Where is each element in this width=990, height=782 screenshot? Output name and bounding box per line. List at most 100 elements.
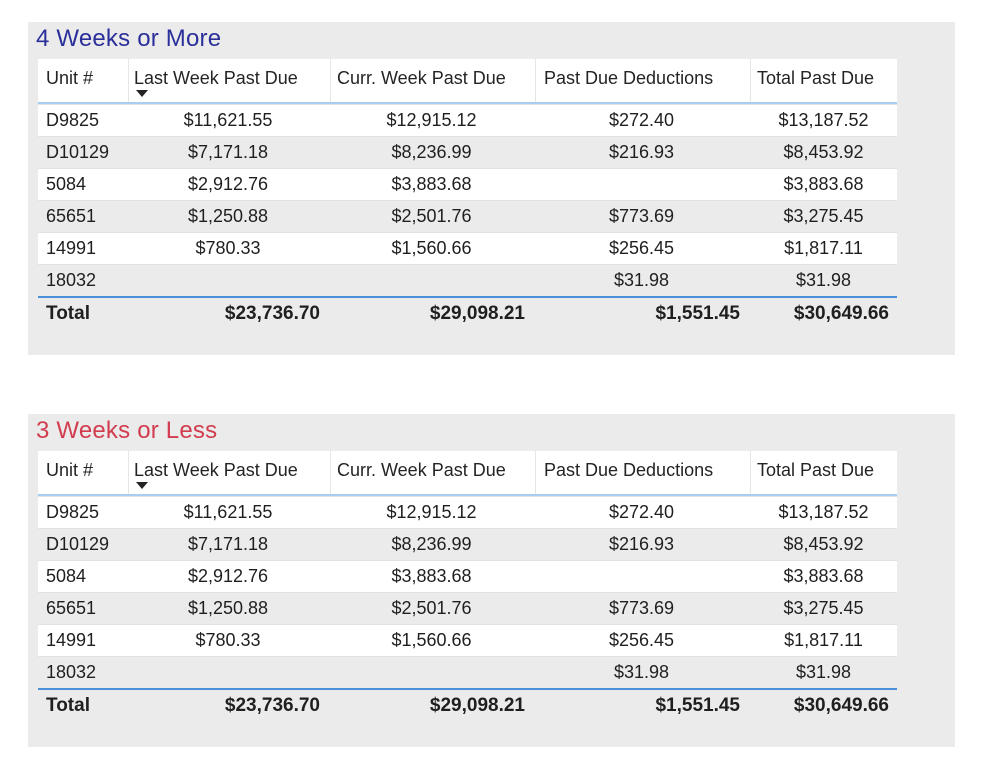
total-label: Total: [46, 302, 90, 324]
total-row: Total $23,736.70 $29,098.21 $1,551.45 $3…: [38, 688, 897, 721]
cell-curr-week-past-due: $1,560.66: [391, 630, 472, 650]
cell-past-due-deductions: $256.45: [608, 238, 675, 258]
cell-unit: 65651: [46, 206, 97, 226]
total-last-week-past-due: $23,736.70: [224, 694, 320, 716]
total-past-due-deductions: $1,551.45: [655, 694, 740, 716]
column-header-past-due-deductions[interactable]: Past Due Deductions: [544, 67, 714, 88]
cell-last-week-past-due: [128, 265, 328, 296]
cell-last-week-past-due: $11,621.55: [183, 110, 273, 130]
cell-total-past-due: $8,453.92: [783, 142, 864, 162]
cell-past-due-deductions: $256.45: [608, 630, 675, 650]
cell-last-week-past-due: $2,912.76: [187, 174, 269, 194]
cell-past-due-deductions: $773.69: [608, 598, 675, 618]
table-row[interactable]: 18032 $31.98 $31.98: [38, 656, 897, 688]
column-header-last-week-past-due[interactable]: Last Week Past Due: [134, 459, 298, 480]
total-label: Total: [46, 694, 90, 716]
cell-past-due-deductions: $272.40: [608, 110, 675, 130]
cell-unit: 5084: [46, 566, 87, 586]
cell-total-past-due: $1,817.11: [784, 238, 863, 258]
cell-unit: D10129: [46, 534, 110, 554]
table-row[interactable]: D10129 $7,171.18 $8,236.99 $216.93 $8,45…: [38, 528, 897, 560]
table-visual-4-weeks-or-more[interactable]: 4 Weeks or More Unit # Last Week Past Du…: [28, 22, 955, 355]
cell-unit: 65651: [46, 598, 97, 618]
cell-last-week-past-due: $7,171.18: [187, 142, 269, 162]
cell-last-week-past-due: $2,912.76: [187, 566, 269, 586]
column-header-curr-week-past-due[interactable]: Curr. Week Past Due: [337, 459, 506, 480]
table-row[interactable]: D9825 $11,621.55 $12,915.12 $272.40 $13,…: [38, 496, 897, 528]
cell-total-past-due: $3,883.68: [783, 174, 864, 194]
cell-curr-week-past-due: $3,883.68: [391, 566, 472, 586]
cell-curr-week-past-due: $2,501.76: [391, 598, 472, 618]
sort-descending-icon[interactable]: [136, 482, 148, 489]
cell-unit: 14991: [46, 238, 97, 258]
cell-total-past-due: $8,453.92: [783, 534, 864, 554]
cell-total-past-due: $3,275.45: [783, 206, 864, 226]
cell-total-past-due: $13,187.52: [778, 502, 869, 522]
cell-unit: 18032: [46, 270, 97, 290]
past-due-table[interactable]: Unit # Last Week Past Due Curr. Week Pas…: [38, 59, 897, 329]
visual-title: 4 Weeks or More: [36, 25, 222, 52]
column-header-last-week-past-due[interactable]: Last Week Past Due: [134, 67, 298, 88]
cell-last-week-past-due: $780.33: [195, 238, 261, 258]
cell-unit: 14991: [46, 630, 97, 650]
cell-curr-week-past-due: $8,236.99: [391, 142, 472, 162]
cell-total-past-due: $3,883.68: [783, 566, 864, 586]
cell-unit: D10129: [46, 142, 110, 162]
cell-total-past-due: $31.98: [795, 270, 852, 290]
cell-past-due-deductions: $31.98: [613, 270, 670, 290]
cell-unit: D9825: [46, 110, 100, 130]
table-row[interactable]: 18032 $31.98 $31.98: [38, 264, 897, 296]
total-total-past-due: $30,649.66: [793, 694, 889, 716]
cell-curr-week-past-due: $12,915.12: [386, 502, 477, 522]
cell-unit: D9825: [46, 502, 100, 522]
cell-total-past-due: $1,817.11: [784, 630, 863, 650]
cell-unit: 18032: [46, 662, 97, 682]
cell-last-week-past-due: $1,250.88: [187, 598, 269, 618]
past-due-table[interactable]: Unit # Last Week Past Due Curr. Week Pas…: [38, 451, 897, 721]
cell-curr-week-past-due: [330, 265, 533, 296]
table-header: Unit # Last Week Past Due Curr. Week Pas…: [38, 59, 897, 104]
cell-last-week-past-due: $780.33: [195, 630, 261, 650]
sort-descending-icon[interactable]: [136, 90, 148, 97]
cell-total-past-due: $3,275.45: [783, 598, 864, 618]
cell-curr-week-past-due: $3,883.68: [391, 174, 472, 194]
table-row[interactable]: D10129 $7,171.18 $8,236.99 $216.93 $8,45…: [38, 136, 897, 168]
table-header: Unit # Last Week Past Due Curr. Week Pas…: [38, 451, 897, 496]
table-visual-3-weeks-or-less[interactable]: 3 Weeks or Less Unit # Last Week Past Du…: [28, 414, 955, 747]
cell-past-due-deductions: $773.69: [608, 206, 675, 226]
table-row[interactable]: 14991 $780.33 $1,560.66 $256.45 $1,817.1…: [38, 624, 897, 656]
cell-curr-week-past-due: $8,236.99: [391, 534, 472, 554]
table-row[interactable]: 5084 $2,912.76 $3,883.68 $3,883.68: [38, 560, 897, 592]
cell-curr-week-past-due: $2,501.76: [391, 206, 472, 226]
cell-last-week-past-due: $11,621.55: [183, 502, 273, 522]
column-header-total-past-due[interactable]: Total Past Due: [757, 459, 875, 480]
cell-curr-week-past-due: [330, 657, 533, 688]
table-row[interactable]: 65651 $1,250.88 $2,501.76 $773.69 $3,275…: [38, 200, 897, 232]
visual-title: 3 Weeks or Less: [36, 417, 218, 444]
column-header-curr-week-past-due[interactable]: Curr. Week Past Due: [337, 67, 506, 88]
cell-past-due-deductions: $216.93: [608, 534, 675, 554]
cell-unit: 5084: [46, 174, 87, 194]
column-header-past-due-deductions[interactable]: Past Due Deductions: [544, 459, 714, 480]
cell-total-past-due: $13,187.52: [778, 110, 869, 130]
cell-past-due-deductions: $272.40: [608, 502, 675, 522]
cell-past-due-deductions: [535, 169, 748, 200]
cell-curr-week-past-due: $1,560.66: [391, 238, 472, 258]
column-header-total-past-due[interactable]: Total Past Due: [757, 67, 875, 88]
cell-past-due-deductions: [535, 561, 748, 592]
cell-last-week-past-due: $7,171.18: [187, 534, 269, 554]
cell-past-due-deductions: $31.98: [613, 662, 670, 682]
cell-last-week-past-due: [128, 657, 328, 688]
cell-total-past-due: $31.98: [795, 662, 852, 682]
table-row[interactable]: 65651 $1,250.88 $2,501.76 $773.69 $3,275…: [38, 592, 897, 624]
column-header-unit[interactable]: Unit #: [46, 67, 94, 88]
total-total-past-due: $30,649.66: [793, 302, 889, 324]
cell-past-due-deductions: $216.93: [608, 142, 675, 162]
cell-last-week-past-due: $1,250.88: [187, 206, 269, 226]
table-row[interactable]: 5084 $2,912.76 $3,883.68 $3,883.68: [38, 168, 897, 200]
total-last-week-past-due: $23,736.70: [224, 302, 320, 324]
column-header-unit[interactable]: Unit #: [46, 459, 94, 480]
total-curr-week-past-due: $29,098.21: [429, 302, 525, 324]
table-row[interactable]: D9825 $11,621.55 $12,915.12 $272.40 $13,…: [38, 104, 897, 136]
table-row[interactable]: 14991 $780.33 $1,560.66 $256.45 $1,817.1…: [38, 232, 897, 264]
